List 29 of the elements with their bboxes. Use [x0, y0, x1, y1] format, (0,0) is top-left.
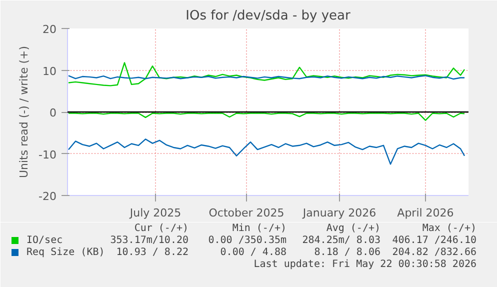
text: Last update: Fri May 22 00:30:58 2026: [254, 259, 477, 270]
text: Min (-/+): [232, 223, 287, 234]
x-tick-label: July 2025: [128, 206, 182, 220]
text: 353.17m/10.20: [110, 235, 189, 246]
y-axis-title: Units read (-) / write (+): [18, 46, 31, 178]
text: 406.17 /246.10: [392, 235, 477, 246]
line-series: [68, 62, 466, 86]
chart-title: IOs for /dev/sda - by year: [186, 8, 352, 24]
text: 10.93 / 8.22: [116, 247, 189, 258]
text: Avg (-/+): [326, 223, 381, 234]
text: Cur (-/+): [134, 223, 189, 234]
x-tick-label: January 2026: [302, 206, 376, 220]
legend-label: IO/sec: [26, 235, 63, 246]
x-tick-label: April 2026: [397, 206, 454, 220]
y-tick-label: -10: [38, 148, 56, 162]
legend-label: Req Size (KB): [26, 247, 105, 258]
text: 0.00 /350.35m: [208, 235, 287, 246]
text: Max (-/+): [422, 223, 477, 234]
y-tick-label: 20: [42, 23, 57, 36]
text: 0.00 / 4.88: [220, 247, 287, 258]
x-tick-label: October 2025: [208, 206, 284, 220]
line-series: [68, 138, 466, 165]
text: 204.82 /832.66: [392, 247, 477, 258]
line-series: [68, 112, 466, 121]
y-tick-label: 10: [42, 64, 57, 78]
y-tick-label: 0: [50, 106, 56, 120]
text: 8.18 / 8.06: [314, 247, 381, 258]
text: 284.25m/ 8.03: [302, 235, 381, 246]
y-tick-label: -20: [38, 190, 56, 203]
